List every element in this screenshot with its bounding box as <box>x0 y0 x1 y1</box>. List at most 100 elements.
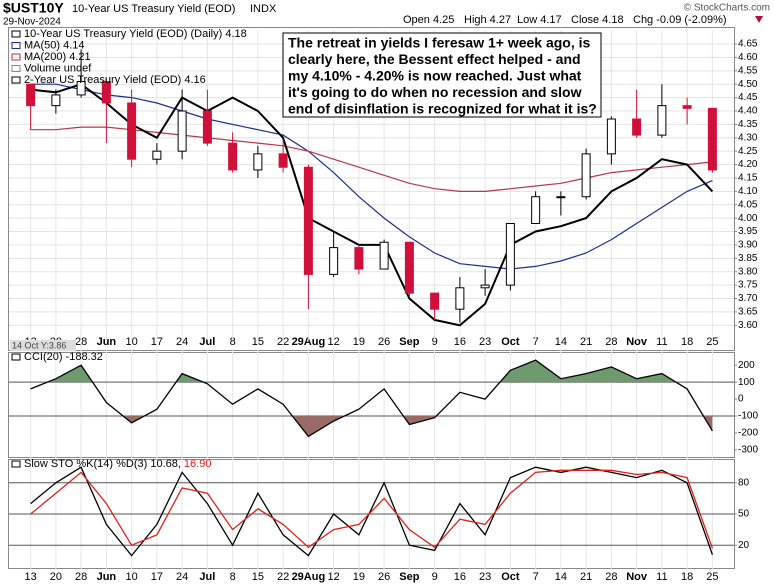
x-tick-label: 15 <box>252 336 264 348</box>
y-tick-label: 4.55 <box>738 65 758 76</box>
cci-panel <box>8 352 735 458</box>
x-tick-label: 10 <box>126 571 138 583</box>
x-tick-label: 29Aug <box>292 571 326 583</box>
x-tick-label: 24 <box>176 336 188 348</box>
x-tick-label: 18 <box>681 336 693 348</box>
candle-body <box>101 81 111 104</box>
candle-body <box>329 247 339 275</box>
annotation-line: clearly here, the Bessent effect helped … <box>288 51 581 67</box>
y-tick-label: 4.45 <box>738 92 758 103</box>
candle-body <box>303 166 313 275</box>
candle-body <box>531 196 541 224</box>
annotation-line: The retreat in yields I feresaw 1+ week … <box>288 35 591 51</box>
legend-label: MA(50) 4.14 <box>24 39 85 51</box>
y-tick-label: 3.65 <box>738 307 758 318</box>
legend-swatch <box>11 76 21 84</box>
y-tick-label: 3.85 <box>738 253 758 264</box>
x-tick-label: 26 <box>378 336 390 348</box>
x-tick-label: 26 <box>378 571 390 583</box>
x-tick-label: Nov <box>626 336 648 348</box>
x-tick-label: 8 <box>230 571 236 583</box>
x-tick-label: 23 <box>479 571 491 583</box>
y-tick-label: 3.80 <box>738 266 758 277</box>
x-tick-label: 13 <box>25 571 37 583</box>
candle-body <box>354 247 364 270</box>
y-tick-label: 4.05 <box>738 199 758 210</box>
x-tick-label: 11 <box>656 571 667 583</box>
candle-body <box>127 102 137 160</box>
y-tick-label: 4.65 <box>738 39 758 50</box>
legend-label: Volume undef <box>24 62 92 74</box>
candle-body <box>404 241 414 294</box>
y-tick-label: 20 <box>738 540 750 551</box>
series-line <box>30 83 714 327</box>
x-tick-label: 21 <box>580 336 592 348</box>
panel-0: 3.60 3.65 3.70 3.75 3.80 3.85 3.90 3.95 4.00 4.05… <box>9 28 758 351</box>
candle-body <box>202 110 212 144</box>
candle-body <box>707 107 717 171</box>
x-tick-label: 7 <box>533 571 539 583</box>
symbol-name: 10-Year US Treasury Yield (EOD) <box>72 3 235 15</box>
series-line <box>30 83 713 270</box>
candle-body <box>455 287 465 310</box>
cci-fill <box>47 360 676 383</box>
y-tick-label: 4.15 <box>738 173 758 184</box>
high: High 4.27 <box>464 14 511 26</box>
y-tick-label: 0 <box>738 394 744 405</box>
exchange: INDX <box>250 3 277 15</box>
x-tick-label: 24 <box>176 571 188 583</box>
legend-swatch <box>11 30 21 38</box>
y-tick-label: 3.90 <box>738 240 758 251</box>
y-tick-label: 4.50 <box>738 79 758 90</box>
x-tick-label: 21 <box>580 571 592 583</box>
annotation-line: end of disinflation is recognized for wh… <box>288 101 597 117</box>
panel-title-value: 16.90 <box>184 458 212 470</box>
x-tick-label: 16 <box>454 336 466 348</box>
x-tick-label: Sep <box>399 336 419 348</box>
y-tick-label: 3.60 <box>738 320 758 331</box>
legend-swatch <box>11 353 21 361</box>
cursor-label-bg <box>10 340 76 351</box>
x-tick-label: Jun <box>97 336 117 348</box>
series-line <box>30 469 714 549</box>
y-tick-label: 4.60 <box>738 52 758 63</box>
y-tick-label: 200 <box>738 360 755 371</box>
open: Open 4.25 <box>403 14 454 26</box>
main-panel <box>8 27 735 351</box>
candle-body <box>657 105 667 136</box>
annotation-line: my 4.10% - 4.20% is now reached. Just wh… <box>288 68 582 84</box>
y-tick-label: 3.95 <box>738 226 758 237</box>
panel-title: Slow STO %K(14) %D(3) 10.68, <box>24 458 181 470</box>
legend-swatch <box>11 53 21 61</box>
x-tick-label: 19 <box>353 571 365 583</box>
candle-body <box>253 153 263 171</box>
x-tick-label: 12 <box>328 336 340 348</box>
candle-body <box>632 118 642 136</box>
low: Low 4.17 <box>517 14 562 26</box>
annotation: The retreat in yields I feresaw 1+ week … <box>282 32 602 118</box>
candle-body <box>177 110 187 152</box>
candle-body <box>76 81 86 96</box>
x-tick-label: 15 <box>252 571 264 583</box>
x-tick-label: 16 <box>454 571 466 583</box>
x-tick-label: Jul <box>199 571 215 583</box>
candle-body <box>606 118 616 155</box>
change: Chg -0.09 (-2.09%) <box>633 14 727 26</box>
y-tick-label: 4.10 <box>738 186 758 197</box>
x-tick-label: 29Aug <box>292 336 326 348</box>
x-tick-label: 17 <box>151 336 163 348</box>
date: 29-Nov-2024 <box>3 17 61 28</box>
x-tick-label: Nov <box>626 571 648 583</box>
x-tick-label: 22 <box>277 336 289 348</box>
annotation-box <box>282 32 602 118</box>
y-tick-label: -300 <box>738 445 758 456</box>
x-tick-label: 14 <box>555 571 567 583</box>
symbol: $UST10Y <box>3 0 64 16</box>
y-tick-label: 50 <box>738 509 750 520</box>
x-tick-label: 9 <box>432 571 438 583</box>
candle-body <box>278 153 288 168</box>
x-tick-label: 28 <box>605 571 617 583</box>
x-tick-label: 22 <box>277 571 289 583</box>
y-tick-label: 100 <box>738 377 755 388</box>
